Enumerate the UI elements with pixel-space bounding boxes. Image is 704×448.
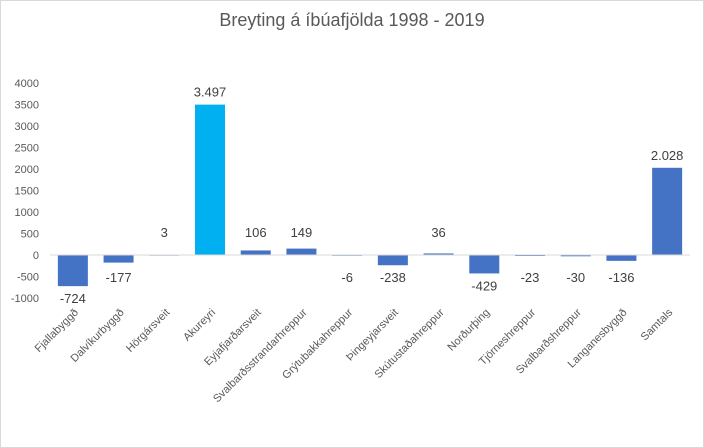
data-label: 149	[291, 225, 313, 240]
data-label: 106	[245, 225, 267, 240]
x-tick-label: Norðurþing	[445, 307, 492, 354]
data-label: -429	[471, 278, 497, 293]
data-label: 36	[431, 225, 445, 240]
y-tick-label: 0	[33, 250, 39, 262]
data-label: -724	[60, 291, 86, 306]
y-tick-label: 1500	[15, 186, 39, 198]
x-tick-label: Svalbarðsstrandarhreppur	[211, 306, 310, 405]
data-labels: -724 -177 3 3.497 106 149 -6 -238 36 -429 -23 -30 -1…	[60, 85, 684, 307]
bar	[240, 250, 271, 255]
bar	[57, 255, 88, 287]
x-tick-label: Fjallabyggð	[33, 307, 81, 355]
bar	[195, 104, 225, 255]
data-label: -6	[341, 270, 353, 285]
x-tick-label: Samtals	[639, 306, 676, 343]
y-tick-label: 1000	[15, 207, 39, 219]
data-label: 3.497	[194, 85, 227, 100]
y-tick-label: 3500	[15, 100, 39, 112]
bar	[103, 255, 134, 263]
chart-title: Breyting á íbúafjölda 1998 - 2019	[219, 10, 485, 30]
bar	[377, 255, 408, 266]
x-tick-label: Hörgársveit	[124, 307, 172, 355]
data-label: -136	[608, 270, 634, 285]
data-label: 2.028	[651, 148, 684, 163]
y-tick-label: -1000	[11, 293, 39, 305]
data-label: 3	[161, 225, 168, 240]
bar	[560, 255, 591, 257]
bar	[469, 255, 500, 274]
data-label: -23	[521, 270, 540, 285]
bar	[286, 248, 317, 255]
y-tick-label: 4000	[15, 78, 39, 90]
data-label: -177	[106, 270, 132, 285]
bars	[57, 104, 683, 287]
data-label: -238	[380, 270, 406, 285]
bar	[652, 167, 683, 255]
y-tick-label: 2000	[15, 164, 39, 176]
x-tick-label: Akureyri	[181, 307, 218, 344]
y-tick-label: 500	[21, 229, 39, 241]
data-label: -30	[566, 270, 585, 285]
y-axis: 4000 3500 3000 2500 2000 1500 1000 500 0 -500 -100…	[11, 78, 39, 305]
bar	[423, 253, 454, 255]
bar	[606, 255, 637, 261]
y-tick-label: -500	[17, 272, 39, 284]
y-tick-label: 3000	[15, 121, 39, 133]
y-tick-label: 2500	[15, 143, 39, 155]
